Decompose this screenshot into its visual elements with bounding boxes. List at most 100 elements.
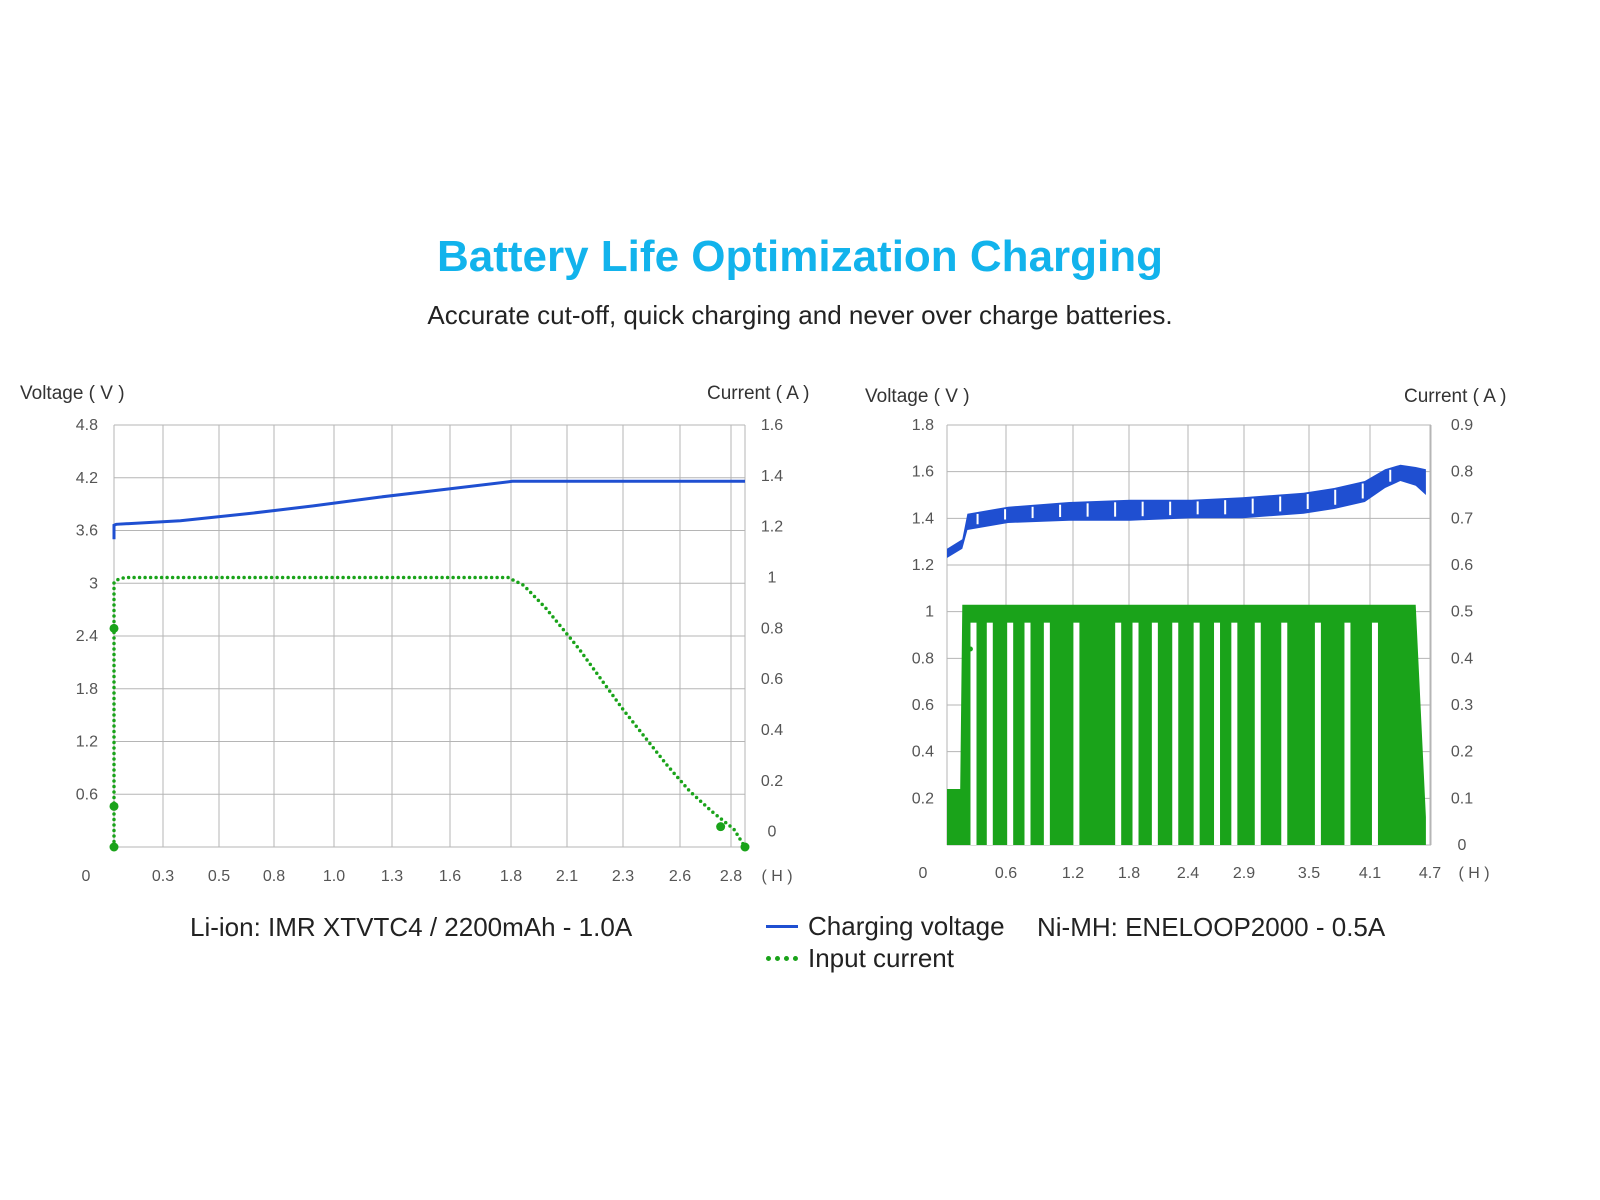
right-tick-label: 0.6 bbox=[761, 671, 783, 688]
series-current-gap bbox=[1281, 622, 1288, 845]
left-tick-label: 0.6 bbox=[76, 786, 98, 803]
legend-swatch-current bbox=[766, 955, 798, 961]
series-current-fill bbox=[947, 604, 1426, 845]
x-origin-label: 0 bbox=[919, 865, 928, 882]
right-tick-label: 0.2 bbox=[1451, 744, 1473, 761]
series-current-gap bbox=[1172, 622, 1179, 845]
series-current-gap bbox=[1371, 622, 1378, 845]
right-tick-label: 1 bbox=[768, 570, 777, 587]
left-tick-label: 1.2 bbox=[76, 734, 98, 751]
right-tick-label: 1.2 bbox=[761, 519, 783, 536]
legend-label-current: Input current bbox=[808, 942, 954, 973]
right-tick-label: 0.7 bbox=[1451, 510, 1473, 527]
series-current-gap bbox=[1132, 622, 1139, 845]
series-current-marker bbox=[1122, 655, 1128, 661]
x-tick-label: 4.1 bbox=[1359, 865, 1381, 882]
legend-label-voltage: Charging voltage bbox=[808, 910, 1005, 941]
left-tick-label: 3 bbox=[89, 575, 98, 592]
chart1-caption: Li-ion: IMR XTVTC4 / 2200mAh - 1.0A bbox=[190, 912, 633, 942]
right-tick-label: 0.8 bbox=[761, 620, 783, 637]
left-tick-label: 4.2 bbox=[76, 470, 98, 487]
x-unit-label: ( H ) bbox=[761, 868, 792, 885]
legend-item-voltage: Charging voltage bbox=[766, 910, 1005, 942]
series-current-gap bbox=[1115, 622, 1122, 845]
series-current-marker bbox=[109, 801, 119, 811]
series-voltage-band bbox=[947, 464, 1426, 558]
left-tick-label: 0.4 bbox=[912, 744, 934, 761]
series-current-gap bbox=[970, 622, 977, 845]
right-tick-label: 0.8 bbox=[1451, 464, 1473, 481]
left-tick-label: 1 bbox=[925, 604, 934, 621]
x-tick-label: 2.1 bbox=[556, 868, 578, 885]
left-tick-label: 3.6 bbox=[76, 523, 98, 540]
left-tick-label: 4.8 bbox=[76, 417, 98, 434]
series-current-gap bbox=[1314, 622, 1321, 845]
left-tick-label: 0.8 bbox=[912, 650, 934, 667]
series-current-marker bbox=[109, 623, 119, 633]
right-tick-label: 1.4 bbox=[761, 468, 783, 485]
left-tick-label: 1.2 bbox=[912, 557, 934, 574]
chart2-left-axis-label: Voltage ( V ) bbox=[865, 386, 970, 407]
x-tick-label: 1.3 bbox=[381, 868, 403, 885]
series-current-gap bbox=[1043, 622, 1050, 845]
left-tick-label: 0.2 bbox=[912, 790, 934, 807]
page-subtitle: Accurate cut-off, quick charging and nev… bbox=[427, 300, 1173, 330]
x-tick-label: 1.0 bbox=[323, 868, 345, 885]
legend-item-current: Input current bbox=[766, 942, 1005, 974]
series-current-gap bbox=[1024, 622, 1031, 845]
x-tick-label: 0.8 bbox=[263, 868, 285, 885]
series-current-line bbox=[112, 575, 747, 849]
right-tick-label: 0.2 bbox=[761, 773, 783, 790]
series-current-gap bbox=[1193, 622, 1200, 845]
series-current-marker bbox=[716, 822, 726, 832]
series-current-gap bbox=[986, 622, 993, 845]
left-tick-label: 2.4 bbox=[76, 628, 98, 645]
left-tick-label: 1.8 bbox=[76, 681, 98, 698]
series-current-gap bbox=[1254, 622, 1261, 845]
x-tick-label: 0.6 bbox=[995, 865, 1017, 882]
right-tick-label: 0.9 bbox=[1451, 417, 1473, 434]
chart1-right-axis-label: Current ( A ) bbox=[707, 383, 810, 404]
left-tick-label: 1.4 bbox=[912, 510, 934, 527]
x-tick-label: 2.9 bbox=[1233, 865, 1255, 882]
chart1-left-axis-label: Voltage ( V ) bbox=[20, 383, 125, 404]
x-tick-label: 0.3 bbox=[152, 868, 174, 885]
legend-swatch-voltage bbox=[766, 924, 798, 928]
right-tick-label: 0.1 bbox=[1451, 790, 1473, 807]
series-current-marker bbox=[740, 842, 750, 852]
x-tick-label: 1.8 bbox=[1118, 865, 1140, 882]
x-tick-label: 3.5 bbox=[1298, 865, 1320, 882]
legend: Charging voltage Input current bbox=[766, 910, 1005, 974]
x-tick-label: 0.5 bbox=[208, 868, 230, 885]
x-tick-label: 1.8 bbox=[500, 868, 522, 885]
right-tick-label: 0.3 bbox=[1451, 697, 1473, 714]
right-tick-label: 0.4 bbox=[761, 722, 783, 739]
series-current-gap bbox=[1214, 622, 1221, 845]
x-tick-label: 2.3 bbox=[612, 868, 634, 885]
x-origin-label: 0 bbox=[82, 868, 91, 885]
series-current-gap bbox=[1007, 622, 1014, 845]
x-tick-label: 1.2 bbox=[1062, 865, 1084, 882]
right-tick-label: 0.5 bbox=[1451, 604, 1473, 621]
right-tick-label: 0 bbox=[768, 824, 777, 841]
series-voltage-line bbox=[112, 479, 745, 540]
series-current-gap bbox=[1231, 622, 1238, 845]
left-tick-label: 1.8 bbox=[912, 417, 934, 434]
series-current-gap bbox=[1344, 622, 1351, 845]
series-current-marker bbox=[109, 842, 119, 852]
chart2-caption: Ni-MH: ENELOOP2000 - 0.5A bbox=[1037, 912, 1386, 942]
series-current-marker bbox=[967, 646, 973, 652]
chart2-right-axis-label: Current ( A ) bbox=[1404, 386, 1507, 407]
left-tick-label: 1.6 bbox=[912, 464, 934, 481]
right-tick-label: 0.6 bbox=[1451, 557, 1473, 574]
x-tick-label: 2.8 bbox=[720, 868, 742, 885]
x-unit-label: ( H ) bbox=[1458, 865, 1489, 882]
x-tick-label: 4.7 bbox=[1419, 865, 1441, 882]
x-tick-label: 1.6 bbox=[439, 868, 461, 885]
page-title: Battery Life Optimization Charging bbox=[436, 232, 1164, 281]
right-tick-label: 1.6 bbox=[761, 417, 783, 434]
chart-1: 0.6 1.2 1.8 2.4 3 3.6 4.2 4.8 0 0.2 0.4 0.6 0.8 1 1.2 1… bbox=[76, 417, 793, 885]
series-current-marker bbox=[1306, 637, 1312, 643]
series-current-gap bbox=[1073, 622, 1080, 845]
